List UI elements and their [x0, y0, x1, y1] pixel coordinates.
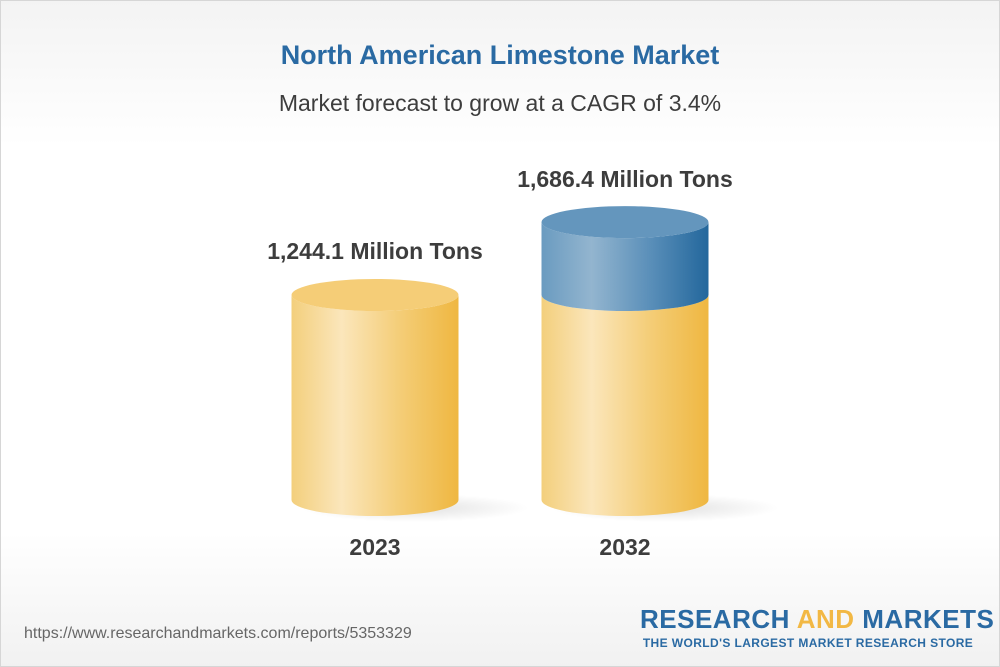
cylinder-top [541, 206, 709, 239]
cylinder-bar-base [541, 295, 709, 516]
logo-text: AND [796, 604, 855, 634]
category-label: 2032 [599, 534, 650, 560]
cylinder-bar-base [291, 295, 459, 516]
logo-tagline: THE WORLD'S LARGEST MARKET RESEARCH STOR… [642, 636, 974, 650]
logo-text: MARKETS [862, 604, 995, 634]
cylinder-top [291, 279, 459, 311]
source-url[interactable]: https://www.researchandmarkets.com/repor… [24, 625, 412, 642]
data-label: 1,686.4 Million Tons [517, 166, 733, 192]
chart-subtitle: Market forecast to grow at a CAGR of 3.4… [278, 90, 722, 116]
category-label: 2023 [349, 534, 400, 560]
chart-title: North American Limestone Market [280, 40, 720, 70]
research-and-markets-logo[interactable]: RESEARCH AND MARKETS THE WORLD'S LARGEST… [640, 604, 994, 650]
logo-text: RESEARCH [640, 604, 790, 634]
cylinder-bar-growth [541, 222, 709, 311]
data-label: 1,244.1 Million Tons [267, 238, 483, 264]
